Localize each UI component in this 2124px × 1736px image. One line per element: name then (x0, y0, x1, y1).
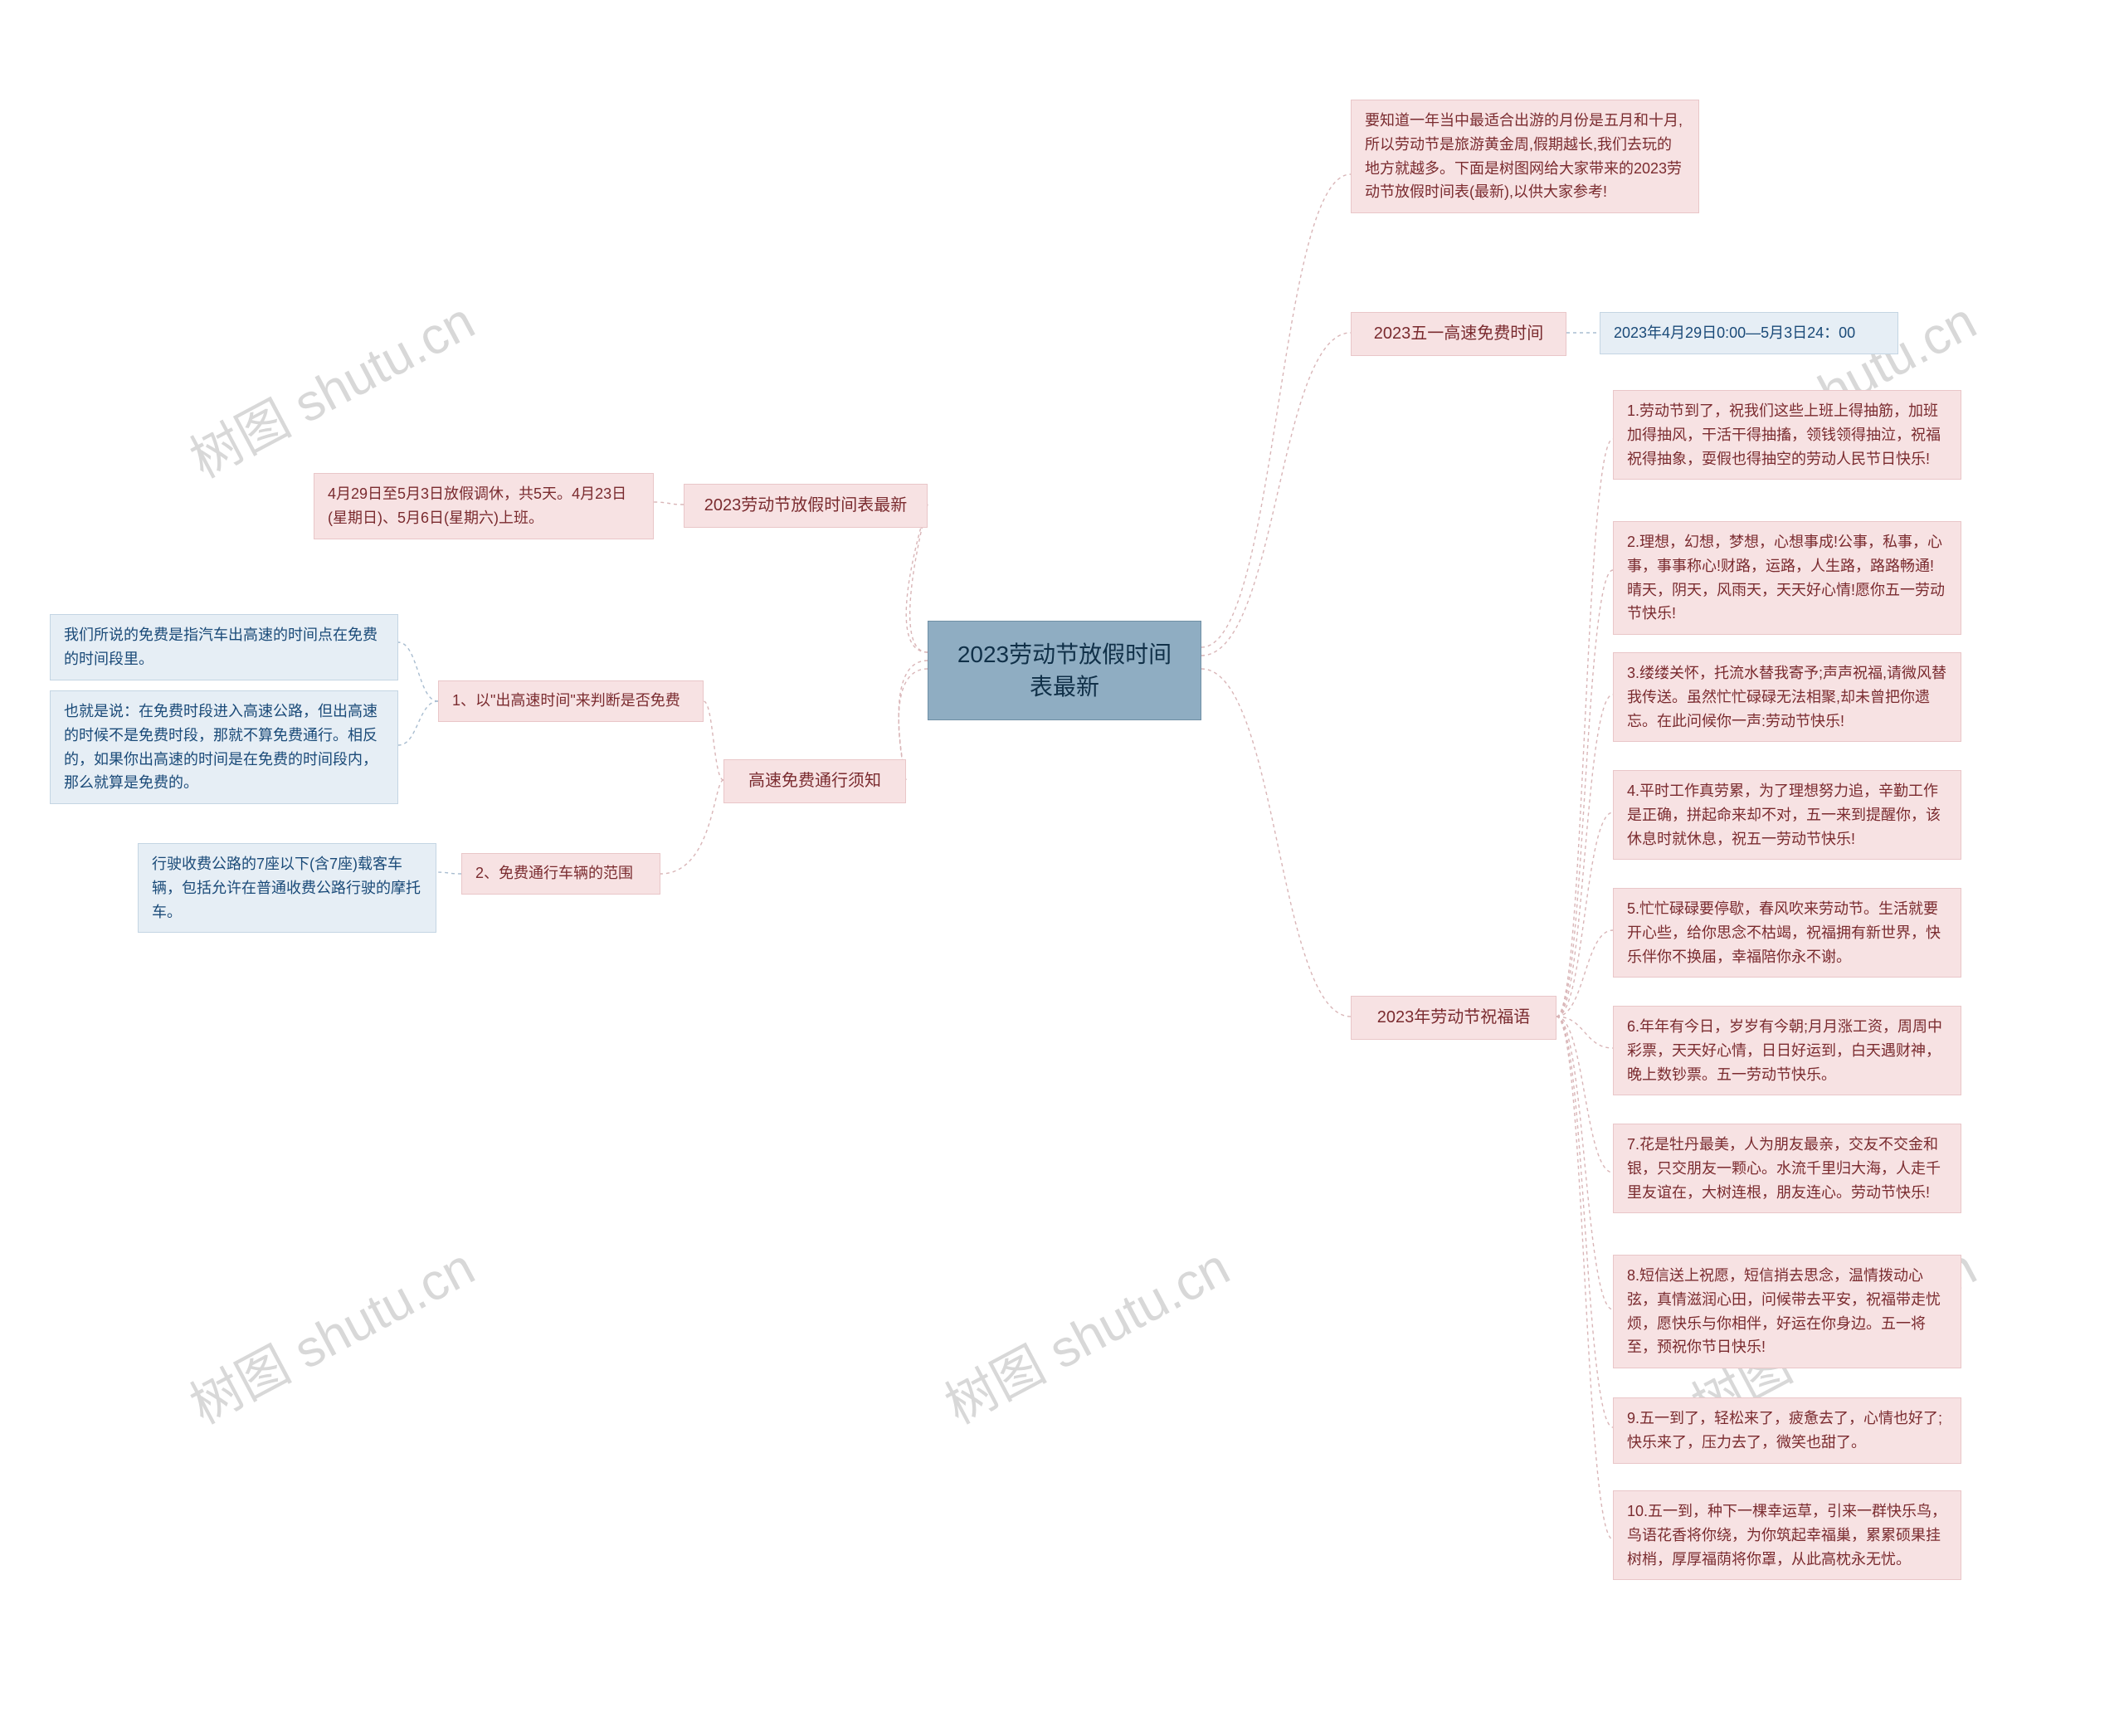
greeting-item: 5.忙忙碌碌要停歇，春风吹来劳动节。生活就要开心些，给你思念不枯竭，祝福拥有新世… (1613, 888, 1961, 978)
leaf-highway-rule2: 行驶收费公路的7座以下(含7座)载客车辆，包括允许在普通收费公路行驶的摩托车。 (138, 843, 436, 933)
greeting-item: 8.短信送上祝愿，短信捎去思念，温情拨动心弦，真情滋润心田，问候带去平安，祝福带… (1613, 1255, 1961, 1368)
greeting-item: 9.五一到了，轻松来了，疲惫去了，心情也好了;快乐来了，压力去了，微笑也甜了。 (1613, 1397, 1961, 1464)
watermark: 树图 shutu.cn (930, 1226, 1240, 1438)
branch-holiday-schedule: 2023劳动节放假时间表最新 (684, 484, 928, 528)
greeting-item: 10.五一到，种下一棵幸运草，引来一群快乐鸟，鸟语花香将你绕，为你筑起幸福巢，累… (1613, 1490, 1961, 1580)
greeting-item: 2.理想，幻想，梦想，心想事成!公事，私事，心事，事事称心!财路，运路，人生路，… (1613, 521, 1961, 635)
greeting-item: 4.平时工作真劳累，为了理想努力追，辛勤工作是正确，拼起命来却不对，五一来到提醒… (1613, 770, 1961, 860)
leaf-holiday-dates: 4月29日至5月3日放假调休，共5天。4月23日(星期日)、5月6日(星期六)上… (314, 473, 654, 539)
intro-note: 要知道一年当中最适合出游的月份是五月和十月,所以劳动节是旅游黄金周,假期越长,我… (1351, 100, 1699, 213)
leaf-highway-rule1a: 我们所说的免费是指汽车出高速的时间点在免费的时间段里。 (50, 614, 398, 680)
branch-highway-notice: 高速免费通行须知 (723, 759, 906, 803)
greeting-item: 3.缕缕关怀，托流水替我寄予;声声祝福,请微风替我传送。虽然忙忙碌碌无法相聚,却… (1613, 652, 1961, 742)
sub-highway-rule1: 1、以"出高速时间"来判断是否免费 (438, 680, 704, 722)
leaf-highway-rule1b: 也就是说：在免费时段进入高速公路，但出高速的时候不是免费时段，那就不算免费通行。… (50, 690, 398, 804)
greeting-item: 1.劳动节到了，祝我们这些上班上得抽筋，加班加得抽风，干活干得抽搐，领钱领得抽泣… (1613, 390, 1961, 480)
leaf-highway-free-time: 2023年4月29日0:00—5月3日24：00 (1600, 312, 1898, 354)
branch-greetings: 2023年劳动节祝福语 (1351, 996, 1556, 1040)
watermark: 树图 shutu.cn (175, 1226, 485, 1438)
branch-highway-free-time: 2023五一高速免费时间 (1351, 312, 1566, 356)
root-node: 2023劳动节放假时间表最新 (928, 621, 1201, 720)
greeting-item: 7.花是牡丹最美，人为朋友最亲，交友不交金和银，只交朋友一颗心。水流千里归大海，… (1613, 1124, 1961, 1213)
watermark: 树图 shutu.cn (175, 280, 485, 492)
sub-highway-rule2: 2、免费通行车辆的范围 (461, 853, 660, 895)
greeting-item: 6.年年有今日，岁岁有今朝;月月涨工资，周周中彩票，天天好心情，日日好运到，白天… (1613, 1006, 1961, 1095)
